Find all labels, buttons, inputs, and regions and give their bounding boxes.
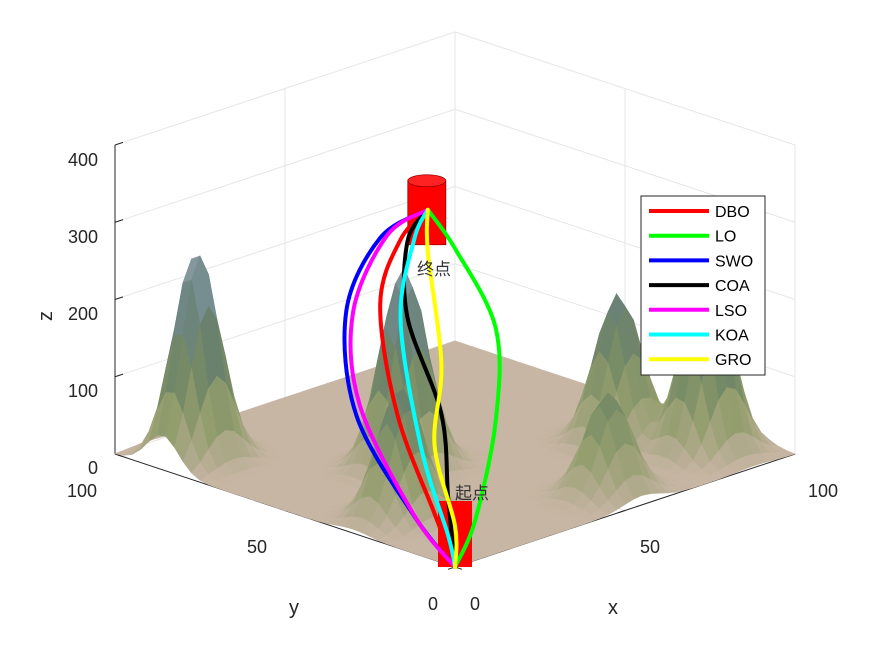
legend-label-dbo: DBO <box>715 204 750 221</box>
series-paths <box>342 207 502 569</box>
series-line-koa <box>398 207 457 569</box>
z-tick-mark <box>114 296 124 300</box>
series-line-lo <box>425 207 502 569</box>
end-column-top <box>407 174 447 188</box>
z-tick-0: 0 <box>88 458 98 478</box>
legend-label-gro: GRO <box>715 352 751 369</box>
legend-label-swo: SWO <box>715 253 753 270</box>
legend-items: DBO LO SWO COA LSO KOA GRO <box>649 204 753 369</box>
z-axis-label: z <box>35 311 57 321</box>
y-tick-mark <box>114 453 123 457</box>
z-tick-400: 400 <box>68 150 98 170</box>
x-tick-100: 100 <box>808 481 838 501</box>
z-tick-mark <box>114 373 124 378</box>
legend-label-koa: KOA <box>715 328 749 345</box>
x-axis-label: x <box>608 597 618 619</box>
z-tick-100: 100 <box>68 381 98 401</box>
x-tick-0: 0 <box>470 594 480 614</box>
series-line-gro <box>424 207 459 569</box>
z-tick-300: 300 <box>68 227 98 247</box>
legend-label-coa: COA <box>715 278 750 295</box>
axis-ticks: 400 300 200 100 0 z 100 50 0 y 0 50 100 … <box>35 150 838 619</box>
z-tick-mark <box>114 141 124 146</box>
y-tick-50: 50 <box>247 537 267 557</box>
end-label: 终点 <box>417 260 451 280</box>
y-axis-label: y <box>289 597 299 619</box>
x-tick-mark <box>617 510 626 514</box>
z-tick-200: 200 <box>68 304 98 324</box>
series-line-lso <box>348 207 457 569</box>
z-tick-mark <box>114 219 124 223</box>
x-tick-50: 50 <box>640 537 660 557</box>
legend-label-lo: LO <box>715 229 736 246</box>
legend: DBO LO SWO COA LSO KOA GRO <box>640 195 766 376</box>
start-end-markers: 终点 起点 <box>417 260 489 504</box>
legend-label-lso: LSO <box>715 303 747 320</box>
start-label: 起点 <box>455 484 489 504</box>
y-tick-0: 0 <box>428 594 438 614</box>
series-line-dbo <box>378 207 457 569</box>
y-tick-100: 100 <box>67 481 97 501</box>
